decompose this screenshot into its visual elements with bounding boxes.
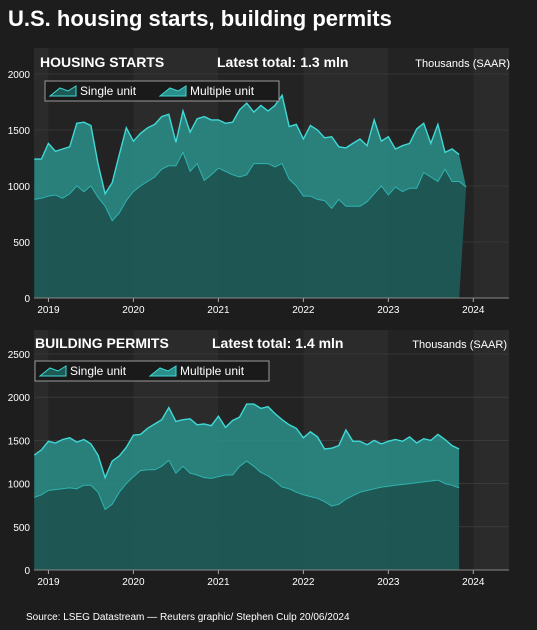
multiple-unit-area — [34, 95, 467, 221]
single-unit-area — [34, 152, 467, 298]
legend-single-unit-label: Single unit — [70, 364, 127, 378]
single-unit-line — [34, 459, 460, 511]
source-note: Source: LSEG Datastream — Reuters graphi… — [26, 612, 350, 623]
y-tick-label: 2500 — [8, 350, 31, 361]
legend-single-unit-label: Single unit — [80, 84, 137, 98]
x-tick-label: 2020 — [122, 577, 145, 588]
x-tick-label: 2023 — [377, 305, 400, 316]
multiple-unit-line — [33, 403, 460, 480]
housing-starts-legend: Single unit Multiple unit — [44, 80, 280, 102]
legend-multiple-unit-label: Multiple unit — [180, 364, 245, 378]
legend-single-unit-swatch — [48, 85, 77, 97]
single-unit-area — [34, 460, 460, 570]
year-band — [473, 48, 509, 298]
y-tick-label: 0 — [24, 294, 30, 305]
building-permits-subtitle: Latest total: 1.4 mln — [212, 335, 343, 351]
multiple-unit-area — [34, 404, 460, 510]
multiple-unit-line — [34, 93, 460, 196]
housing-starts-title: HOUSING STARTS — [40, 54, 164, 70]
y-tick-label: 1000 — [8, 182, 31, 193]
x-tick-label: 2024 — [462, 577, 485, 588]
building-permits-chart: 0 500 1000 1500 2000 2500 2019 2020 2021 2022 2023… — [0, 330, 537, 590]
building-permits-svg: 0 500 1000 1500 2000 2500 2019 2020 2021 2022 2023… — [8, 330, 509, 588]
year-band — [473, 330, 509, 570]
y-tick-label: 2000 — [8, 393, 31, 404]
x-tick-label: 2022 — [292, 577, 315, 588]
building-permits-unit: Thousands (SAAR) — [412, 339, 507, 351]
y-tick-label: 1000 — [8, 480, 31, 491]
x-tick-label: 2019 — [37, 577, 60, 588]
housing-starts-chart: 0 500 1000 1500 2000 2019 2020 2021 2022 2023 2024… — [0, 48, 537, 318]
housing-starts-unit: Thousands (SAAR) — [415, 58, 510, 70]
x-tick-label: 2021 — [207, 305, 230, 316]
x-tick-label: 2021 — [207, 577, 230, 588]
legend-single-unit-swatch — [38, 365, 67, 377]
y-tick-label: 500 — [13, 238, 30, 249]
x-tick-label: 2020 — [122, 305, 145, 316]
y-tick-label: 0 — [24, 566, 30, 577]
y-tick-label: 500 — [13, 523, 30, 534]
x-tick-label: 2024 — [462, 305, 485, 316]
y-tick-label: 1500 — [8, 126, 31, 137]
x-tick-label: 2022 — [292, 305, 315, 316]
x-tick-label: 2023 — [377, 577, 400, 588]
y-tick-label: 1500 — [8, 436, 31, 447]
single-unit-line — [34, 151, 467, 222]
legend-multiple-unit-swatch — [148, 365, 177, 377]
legend-multiple-unit-label: Multiple unit — [190, 84, 255, 98]
building-permits-title: BUILDING PERMITS — [35, 335, 169, 351]
housing-starts-subtitle: Latest total: 1.3 mln — [217, 54, 348, 70]
y-tick-label: 2000 — [8, 70, 31, 81]
page-title: U.S. housing starts, building permits — [8, 6, 392, 31]
x-tick-label: 2019 — [37, 305, 60, 316]
building-permits-legend: Single unit Multiple unit — [34, 360, 270, 382]
housing-starts-svg: 0 500 1000 1500 2000 2019 2020 2021 2022 2023 2024… — [8, 48, 510, 316]
legend-multiple-unit-swatch — [158, 85, 187, 97]
